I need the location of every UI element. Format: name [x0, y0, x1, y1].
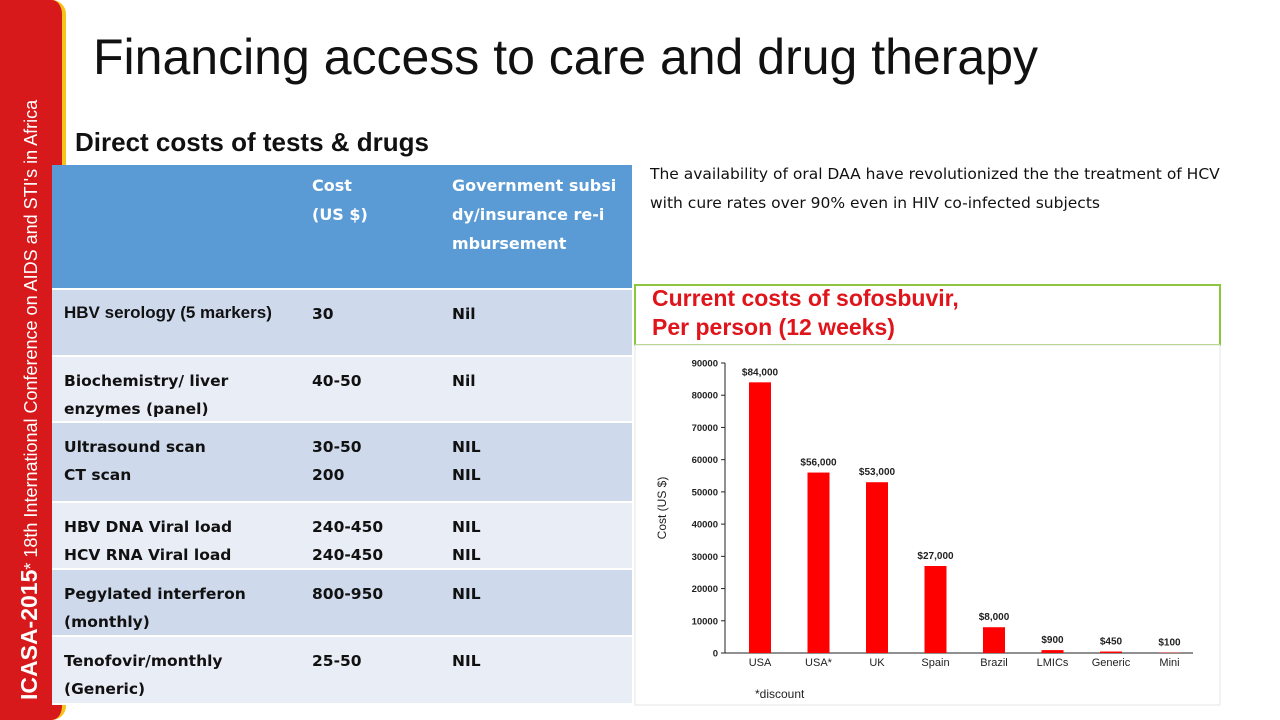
cell-line: Pegylated interferon (monthly)	[64, 585, 246, 631]
value-label: $8,000	[979, 612, 1010, 623]
y-tick-label: 80000	[692, 391, 718, 402]
subtitle: Direct costs of tests & drugs	[75, 127, 429, 157]
bar	[866, 482, 888, 653]
chart-title: Current costs of sofosbuvir,	[652, 285, 959, 311]
table-cell: Nil	[440, 290, 632, 355]
bar	[1100, 651, 1122, 653]
table-cell: NIL	[440, 637, 632, 703]
value-label: $84,000	[742, 367, 779, 378]
y-tick-label: 70000	[692, 423, 718, 434]
y-tick-label: 30000	[692, 552, 718, 563]
table-row: Pegylated interferon (monthly) 800-950 NIL	[52, 570, 632, 637]
y-tick-label: 50000	[692, 487, 718, 498]
x-tick-label: Generic	[1092, 657, 1131, 669]
cell-line: HBV serology (5 markers)	[64, 303, 272, 322]
table-row: Biochemistry/ liver enzymes (panel) 40-50…	[52, 357, 632, 423]
chart-title-box	[634, 284, 1221, 346]
cell-line: 800-950	[312, 585, 384, 603]
value-label: $27,000	[917, 551, 954, 562]
slide-title: Financing access to care and drug therap…	[93, 29, 1038, 85]
table-cell: 30-50 200	[300, 423, 440, 501]
table-cell: 30	[300, 290, 440, 355]
header-row: Cost (US $) Government subsidy/insurance …	[52, 165, 632, 290]
cell-line: 240-450	[312, 518, 384, 536]
cell-line: 30	[312, 305, 334, 323]
y-axis-label: Cost (US $)	[655, 477, 669, 540]
table-cell: Ultrasound scan CT scan	[52, 423, 300, 501]
bar	[983, 627, 1005, 653]
table-row: Ultrasound scan CT scan 30-50 200 NIL NIL	[52, 423, 632, 503]
table-cell: NIL NIL	[440, 423, 632, 501]
table-cell: NIL NIL	[440, 503, 632, 568]
table-row: HBV serology (5 markers) 30 Nil	[52, 290, 632, 357]
x-tick-label: Brazil	[980, 657, 1008, 669]
bar	[807, 472, 830, 653]
header-cell: Cost (US $)	[312, 176, 368, 224]
x-tick-label: USA	[749, 657, 772, 669]
cell-line: Nil	[452, 372, 476, 390]
chart-title: Per person (12 weeks)	[652, 314, 895, 340]
paragraph: The availability of oral DAA have revolu…	[650, 165, 1220, 212]
header-cell	[52, 165, 300, 288]
cell-line: Ultrasound scan	[64, 438, 206, 456]
x-tick-label: Mini	[1159, 657, 1179, 669]
x-tick-label: LMICs	[1037, 657, 1069, 669]
table-cell: 240-450 240-450	[300, 503, 440, 568]
y-tick-label: 10000	[692, 616, 718, 627]
table-cell: HBV serology (5 markers)	[52, 290, 300, 355]
value-label: $900	[1041, 635, 1064, 646]
table-cell: HBV DNA Viral load HCV RNA Viral load	[52, 503, 300, 568]
value-label: $53,000	[859, 467, 896, 478]
bar	[1041, 650, 1064, 653]
y-tick-label: 40000	[692, 520, 718, 531]
value-label: $56,000	[800, 458, 837, 469]
table-row: HBV DNA Viral load HCV RNA Viral load 240-…	[52, 503, 632, 570]
cell-line: NIL	[452, 652, 481, 670]
chart: Current costs of sofosbuvir, Per person …	[634, 284, 1221, 706]
cell-line: Nil	[452, 305, 476, 323]
value-label: $100	[1158, 638, 1181, 649]
cell-line: NIL	[452, 466, 481, 484]
table-cell: Tenofovir/monthly (Generic)	[52, 637, 300, 703]
y-tick-label: 20000	[692, 584, 718, 595]
cell-line: Tenofovir/monthly (Generic)	[64, 652, 223, 698]
cell-line: CT scan	[64, 466, 132, 484]
header-cell: Government subsidy/insurance re-imbursem…	[452, 176, 617, 253]
y-tick-label: 60000	[692, 455, 718, 466]
cost-table: Cost (US $) Government subsidy/insurance …	[52, 165, 632, 705]
cell-line: HCV RNA Viral load	[64, 546, 232, 564]
cell-line: 240-450	[312, 546, 384, 564]
table-cell: 40-50	[300, 357, 440, 421]
x-tick-label: UK	[869, 657, 885, 669]
conference: * 18th International Conference on AIDS …	[21, 99, 41, 570]
cell-line: 30-50	[312, 438, 362, 456]
x-tick-label: USA*	[805, 657, 833, 669]
table-cell: Biochemistry/ liver enzymes (panel)	[52, 357, 300, 421]
cell-line: NIL	[452, 546, 481, 564]
cell-line: NIL	[452, 585, 481, 603]
cell-line: 200	[312, 466, 345, 484]
y-tick-label: 90000	[692, 359, 718, 370]
cell-line: NIL	[452, 438, 481, 456]
cell-line: Biochemistry/ liver enzymes (panel)	[64, 372, 229, 418]
table-row: Tenofovir/monthly (Generic) 25-50 NIL	[52, 637, 632, 705]
cell-line: 40-50	[312, 372, 362, 390]
table-cell: 800-950	[300, 570, 440, 635]
table-cell: 25-50	[300, 637, 440, 703]
cell-line: HBV DNA Viral load	[64, 518, 233, 536]
cell-line: NIL	[452, 518, 481, 536]
cell-line: 25-50	[312, 652, 362, 670]
brand: ICASA-2015	[16, 569, 42, 700]
bar	[749, 382, 771, 653]
y-tick-label: 0	[713, 649, 718, 660]
table-cell: Nil	[440, 357, 632, 421]
sidebar-text: ICASA-2015* 18th International Conferenc…	[14, 20, 48, 700]
x-tick-label: Spain	[921, 657, 949, 669]
table-cell: Pegylated interferon (monthly)	[52, 570, 300, 635]
table-cell: NIL	[440, 570, 632, 635]
value-label: $450	[1100, 637, 1123, 648]
bar	[924, 566, 947, 653]
footnote: *discount	[755, 687, 805, 701]
